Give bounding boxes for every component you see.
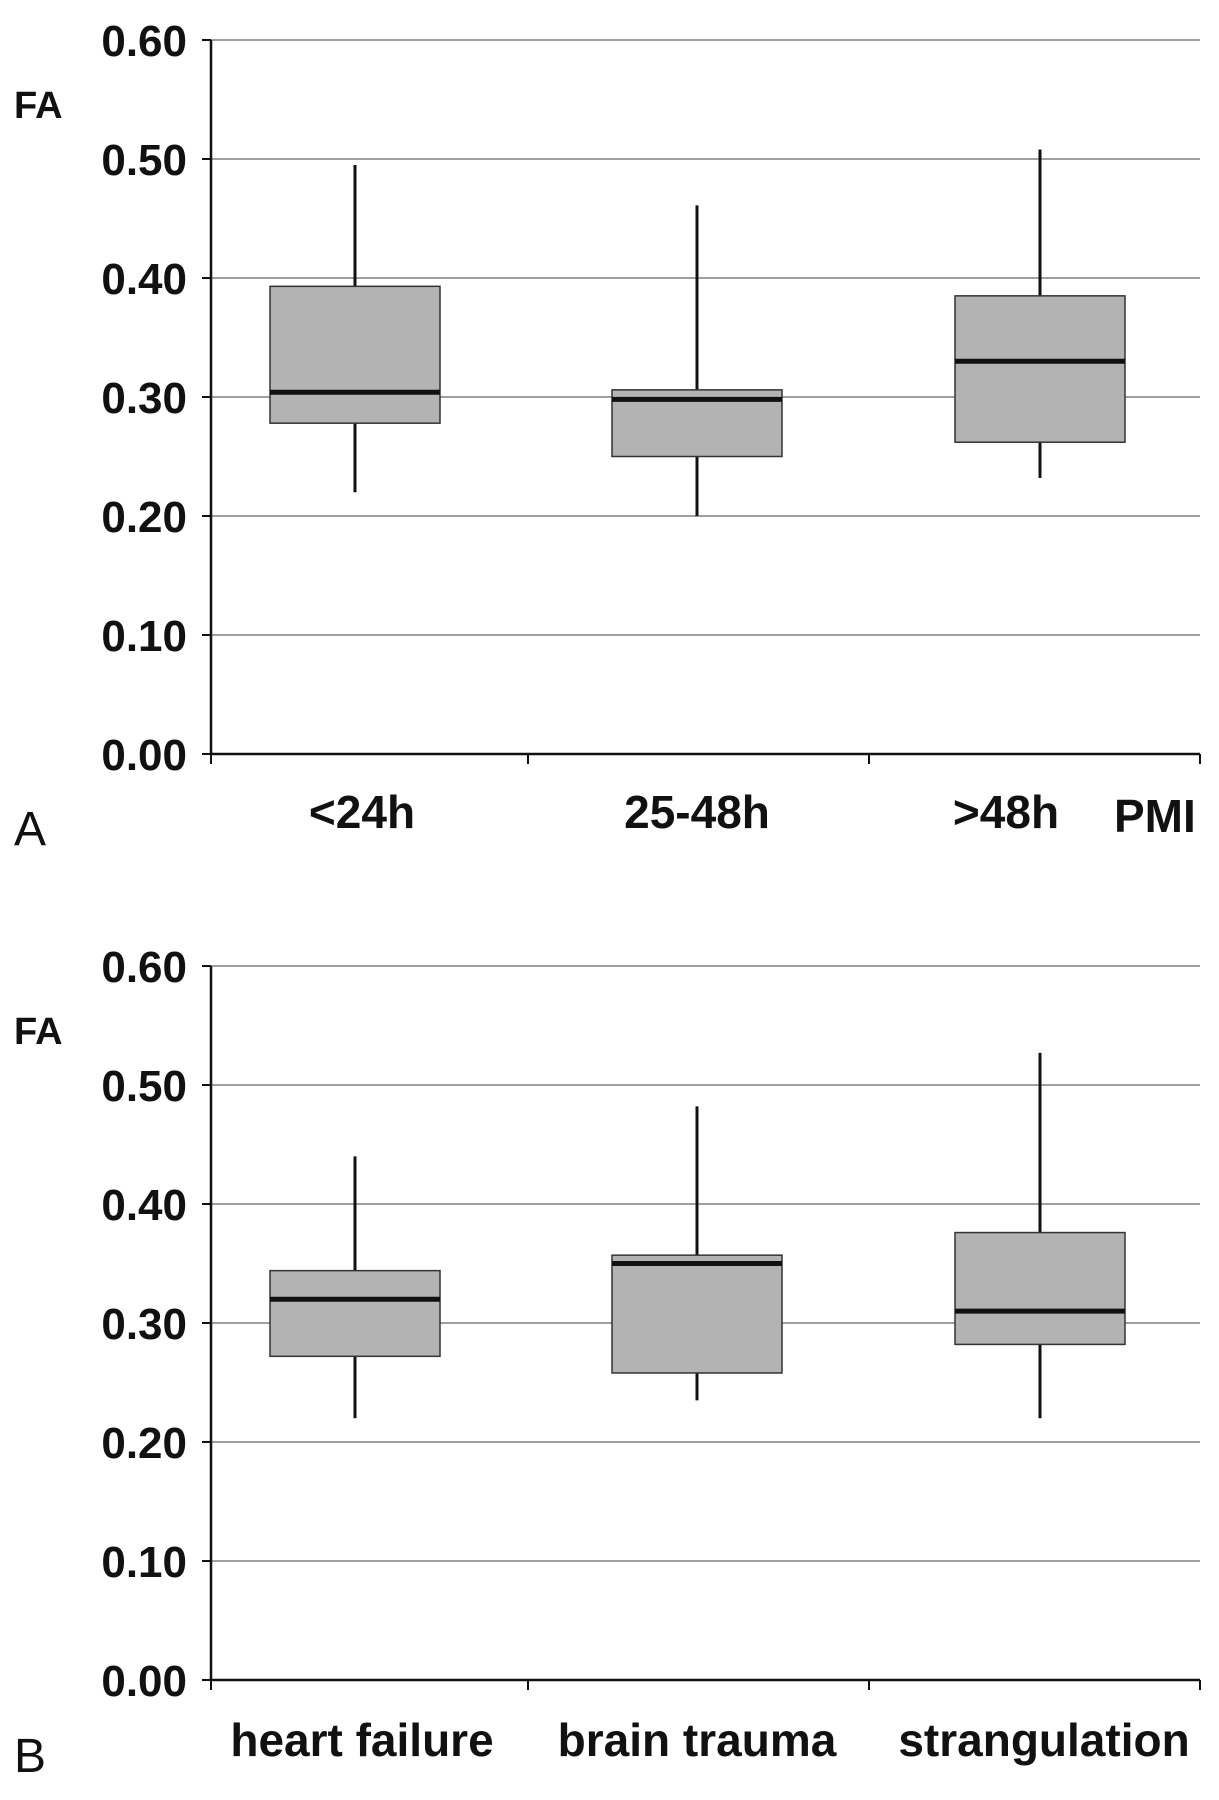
panel-a-box	[954, 295, 1126, 443]
panel-b-category-label: strangulation	[898, 1714, 1189, 1766]
panel-a-y-tick-label: 0.10	[101, 612, 187, 661]
panel-b-box	[954, 1231, 1126, 1346]
panel-a-category-label: <24h	[309, 786, 415, 838]
panel-b-y-tick-label: 0.30	[101, 1300, 187, 1349]
panel-b-y-tick-label: 0.50	[101, 1062, 187, 1111]
panel-b-letter: B	[14, 1730, 46, 1783]
panel-a-category-label: 25-48h	[624, 786, 770, 838]
panel-a-y-axis-label: FA	[14, 85, 63, 127]
panel-b-y-tick-label: 0.00	[101, 1657, 187, 1706]
panel-a-x-axis-label: PMI	[1114, 790, 1196, 842]
panel-a-y-tick-label: 0.40	[101, 255, 187, 304]
panel-b-box	[269, 1269, 441, 1358]
panel-b-box	[611, 1254, 783, 1374]
panel-b-y-tick-label: 0.10	[101, 1538, 187, 1587]
panel-b-category-label: brain trauma	[558, 1714, 837, 1766]
panel-b-y-tick-label: 0.40	[101, 1181, 187, 1230]
panel-a-y-tick-label: 0.00	[101, 731, 187, 780]
panel-b-y-axis-label: FA	[14, 1011, 63, 1053]
panel-a-y-tick-label: 0.60	[101, 17, 187, 66]
panel-a-y-tick-label: 0.30	[101, 374, 187, 423]
panel-a-letter: A	[14, 803, 46, 856]
panel-a-category-label: >48h	[953, 786, 1059, 838]
panel-b-y-tick-label: 0.60	[101, 943, 187, 992]
panel-a-box	[269, 285, 441, 424]
panel-a-y-tick-label: 0.20	[101, 493, 187, 542]
panel-a-y-tick-label: 0.50	[101, 136, 187, 185]
panel-b-category-label: heart failure	[230, 1714, 493, 1766]
panel-b-y-tick-label: 0.20	[101, 1419, 187, 1468]
